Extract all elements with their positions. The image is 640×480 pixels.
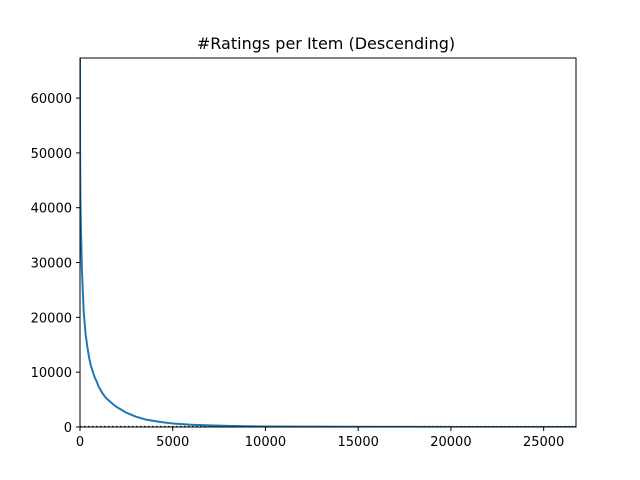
series-line-0 xyxy=(80,58,576,427)
x-tick-label: 25000 xyxy=(523,435,564,450)
y-tick-label: 60000 xyxy=(31,92,72,107)
plot-area xyxy=(80,58,576,427)
x-tick-label: 20000 xyxy=(430,435,471,450)
y-tick-label: 10000 xyxy=(31,366,72,381)
x-tick-label: 15000 xyxy=(338,435,379,450)
y-tick-label: 40000 xyxy=(31,202,72,217)
y-tick-label: 50000 xyxy=(31,147,72,162)
y-tick-label: 0 xyxy=(64,421,72,436)
x-tick-label: 10000 xyxy=(245,435,286,450)
x-tick-label: 5000 xyxy=(156,435,189,450)
y-tick-label: 20000 xyxy=(31,311,72,326)
chart-title: #Ratings per Item (Descending) xyxy=(197,34,455,53)
axes-frame xyxy=(79,57,577,428)
x-tick-label: 0 xyxy=(76,435,84,450)
axes: 0 5000 10000 15000 20000 25000 0 10000 20000 3000… xyxy=(31,57,577,450)
y-tick-label: 30000 xyxy=(31,257,72,272)
